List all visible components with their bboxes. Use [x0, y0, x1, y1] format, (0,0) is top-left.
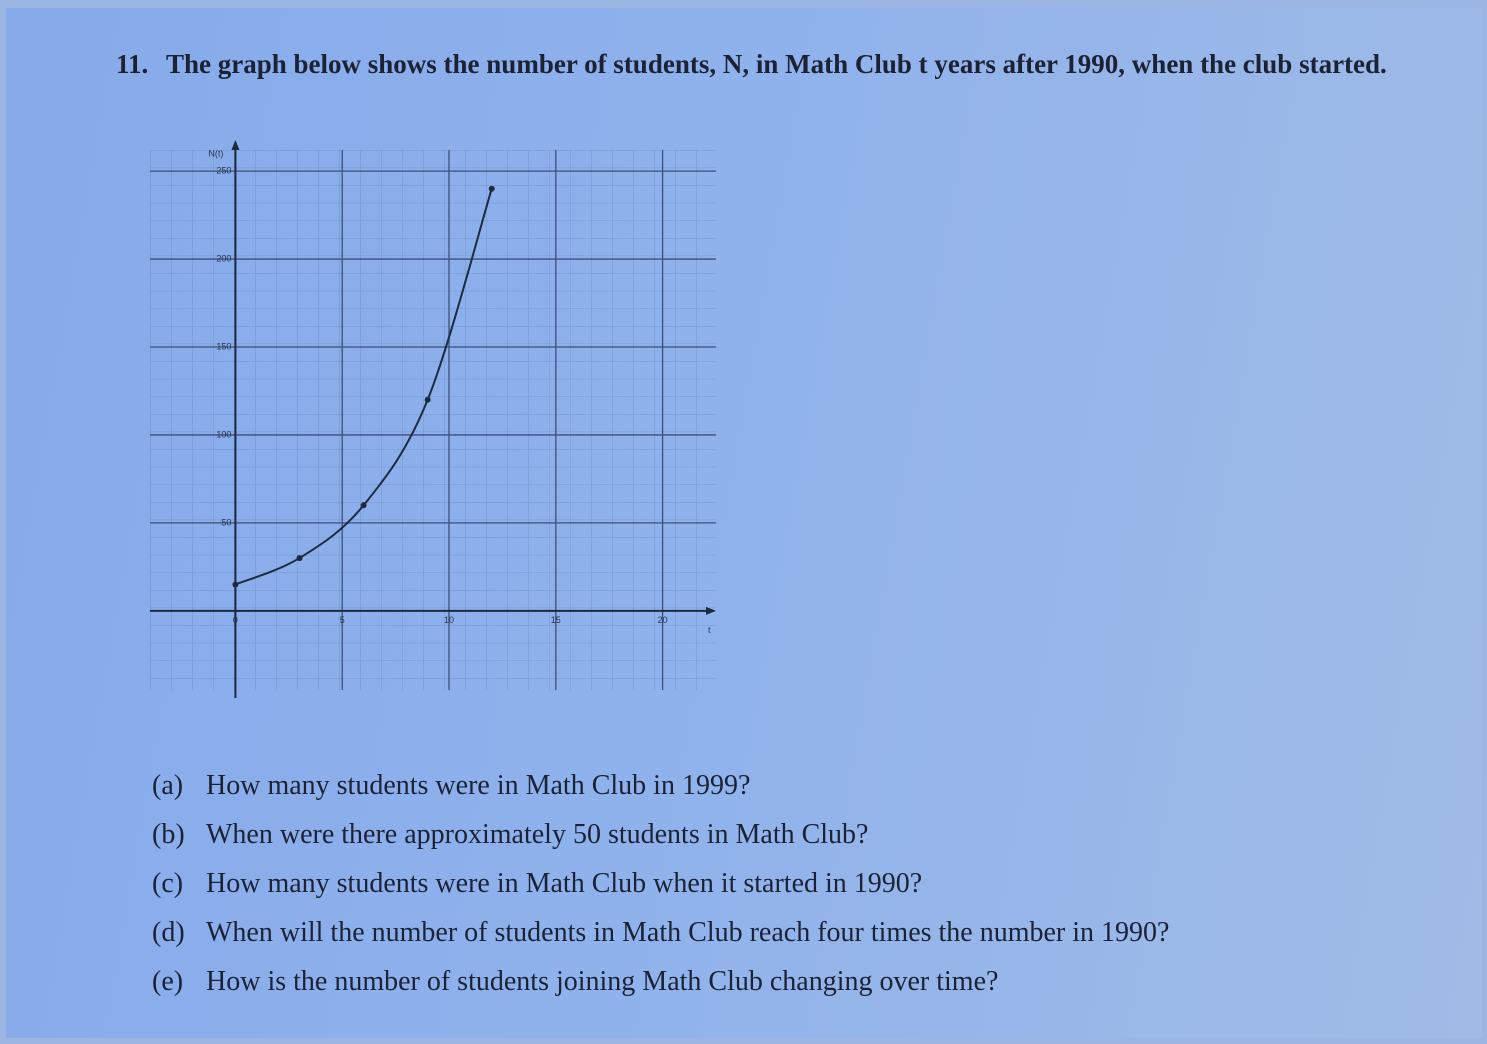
- part-text: When will the number of students in Math…: [206, 917, 1170, 948]
- part: (c) How many students were in Math Club w…: [152, 868, 1169, 917]
- point: [232, 581, 239, 588]
- part-label: (a): [152, 770, 184, 801]
- x-tick-label: 10: [444, 615, 454, 625]
- point: [424, 396, 431, 403]
- x-tick-label: 15: [551, 615, 561, 625]
- y-tick-label: 150: [216, 341, 231, 351]
- point: [296, 555, 303, 562]
- curve: [235, 188, 493, 586]
- x-axis-label: t: [708, 625, 711, 635]
- point: [360, 502, 367, 509]
- question-number: 11.: [116, 49, 149, 79]
- part-label: (e): [152, 966, 184, 997]
- part: (b) When were there approximately 50 stud…: [152, 819, 1169, 868]
- y-tick-label: 250: [216, 165, 231, 175]
- x-tick-label: 5: [340, 615, 345, 625]
- parts: (a) How many students were in Math Club i…: [152, 770, 1169, 1015]
- question: 11. The graph below shows the number of …: [116, 46, 1416, 82]
- part-text: How many students were in Math Club in 1…: [206, 770, 751, 801]
- minor-grid: [150, 150, 716, 690]
- y-tick-label: 50: [221, 517, 231, 527]
- point: [488, 185, 495, 192]
- y-arrow: [231, 140, 240, 150]
- part-label: (d): [152, 917, 185, 948]
- chart: 5010015020025005101520tN(t): [150, 140, 716, 698]
- y-tick-label: 200: [216, 253, 231, 263]
- x-arrow: [706, 606, 716, 615]
- part: (d) When will the number of students in M…: [152, 917, 1169, 966]
- part-text: How many students were in Math Club when…: [206, 868, 923, 899]
- y-axis-label: N(t): [208, 148, 223, 158]
- part-label: (c): [152, 868, 184, 899]
- part-label: (b): [152, 819, 185, 850]
- part-text: How is the number of students joining Ma…: [206, 966, 999, 997]
- part-text: When were there approximately 50 student…: [206, 819, 869, 850]
- part: (e) How is the number of students joining…: [152, 966, 1169, 1015]
- y-tick-label: 100: [216, 429, 231, 439]
- part: (a) How many students were in Math Club i…: [152, 770, 1169, 819]
- question-text: The graph below shows the number of stud…: [166, 49, 1387, 79]
- x-tick-label: 20: [658, 615, 668, 625]
